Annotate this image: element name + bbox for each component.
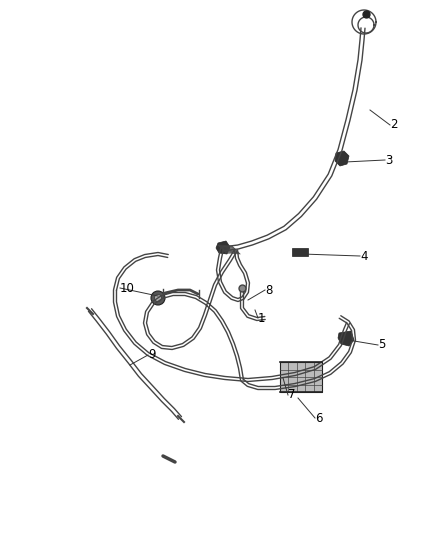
- Polygon shape: [338, 331, 354, 346]
- Polygon shape: [292, 248, 308, 256]
- Circle shape: [155, 295, 162, 302]
- Text: 4: 4: [360, 249, 367, 262]
- Text: 7: 7: [288, 389, 296, 401]
- Text: 3: 3: [385, 154, 392, 166]
- Text: 10: 10: [120, 281, 135, 295]
- Text: 9: 9: [148, 349, 155, 361]
- Polygon shape: [216, 241, 230, 254]
- Text: 5: 5: [378, 338, 385, 351]
- Polygon shape: [335, 151, 349, 166]
- Text: 8: 8: [265, 284, 272, 296]
- Text: 6: 6: [315, 411, 322, 424]
- Text: 1: 1: [258, 311, 265, 325]
- FancyBboxPatch shape: [280, 362, 322, 392]
- Circle shape: [151, 291, 165, 305]
- Text: 2: 2: [390, 118, 398, 132]
